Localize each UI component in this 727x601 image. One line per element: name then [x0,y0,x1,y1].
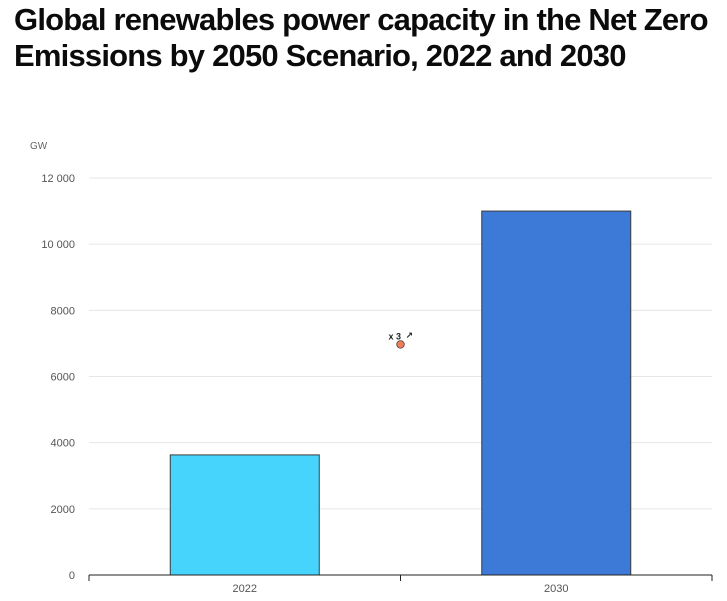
growth-arrow-icon: ↗ [406,330,414,340]
y-tick-label: 4000 [51,438,75,450]
growth-annotation: x 3 ↗ [389,330,414,349]
growth-marker [396,340,405,349]
y-tick-label: 8000 [51,305,75,317]
y-tick-label: 2000 [51,504,75,516]
x-axis [88,574,713,581]
bar-2022 [169,454,320,576]
y-tick-label: 6000 [51,372,75,384]
y-axis-unit-label: GW [30,141,48,152]
chart-title: Global renewables power capacity in the … [14,2,709,73]
y-axis-ticks: 0 2000 4000 6000 8000 10 000 12 000 [41,173,75,582]
y-tick-label: 12 000 [41,173,75,185]
x-tick-label: 2030 [544,583,568,595]
x-tick-label: 2022 [233,583,257,595]
x-axis-ticks: 2022 2030 [233,583,569,595]
bars [169,210,632,576]
bar-2030 [481,210,632,576]
y-tick-label: 0 [69,570,75,582]
growth-annotation-label: x 3 [389,331,402,341]
y-tick-label: 10 000 [41,239,75,251]
